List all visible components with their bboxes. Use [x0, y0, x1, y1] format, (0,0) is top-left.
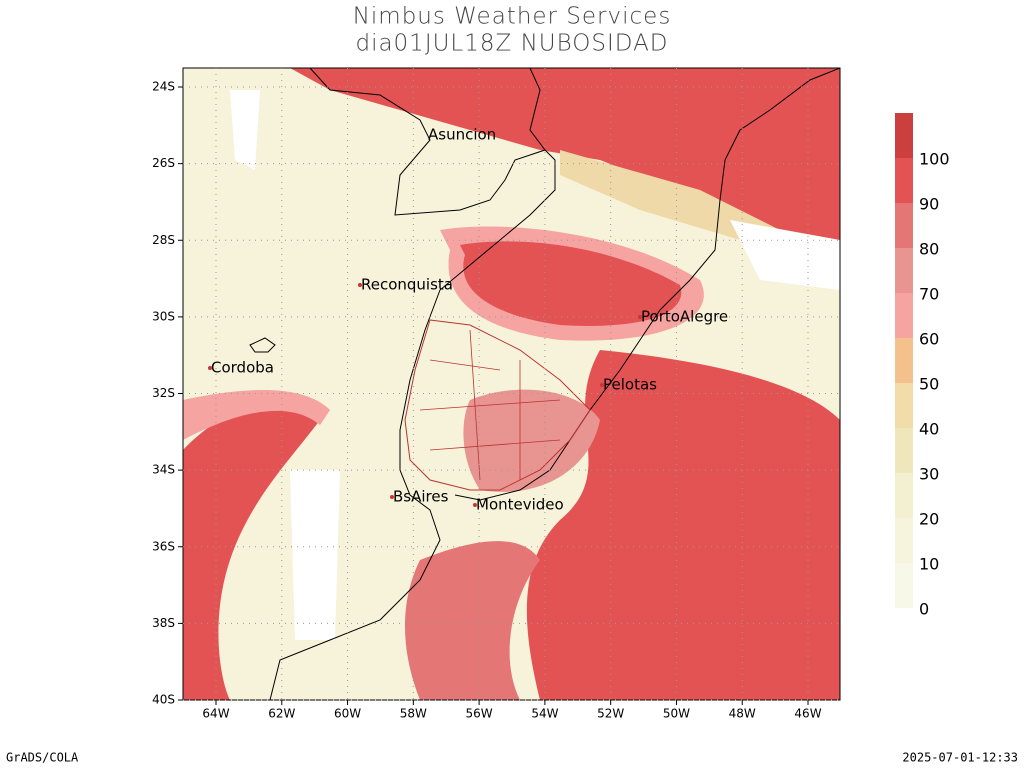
colorbar-label: 70 — [919, 285, 939, 304]
city-label: PortoAlegre — [641, 308, 728, 326]
lon-tick-label: 46W — [794, 707, 821, 721]
lon-tick-label: 56W — [466, 707, 493, 721]
city-label: BsAires — [393, 488, 449, 506]
colorbar-swatch — [895, 338, 913, 383]
lat-tick-label: 32S — [152, 386, 175, 400]
city-label: Pelotas — [603, 376, 657, 394]
city-marker — [390, 495, 394, 499]
colorbar-label: 80 — [919, 240, 939, 259]
colorbar-label: 90 — [919, 195, 939, 214]
colorbar-swatch — [895, 203, 913, 248]
city-label: Cordoba — [211, 359, 274, 377]
city-label: Reconquista — [361, 276, 453, 294]
lat-tick-label: 24S — [152, 80, 175, 94]
colorbar-swatch — [895, 383, 913, 428]
colorbar-label: 30 — [919, 465, 939, 484]
map-frame — [182, 67, 841, 701]
lon-tick-label: 52W — [597, 707, 624, 721]
colorbar-label: 50 — [919, 375, 939, 394]
lon-tick-label: 58W — [400, 707, 427, 721]
lon-tick-label: 62W — [268, 707, 295, 721]
lon-tick-label: 50W — [663, 707, 690, 721]
colorbar-swatch — [895, 563, 913, 608]
colorbar-swatch — [895, 518, 913, 563]
lat-tick-label: 28S — [152, 233, 175, 247]
colorbar-label: 20 — [919, 510, 939, 529]
title: Nimbus Weather Services — [353, 4, 672, 30]
lon-tick-label: 48W — [729, 707, 756, 721]
colorbar-swatch — [895, 158, 913, 203]
colorbar-swatch — [895, 428, 913, 473]
map-field — [183, 68, 840, 700]
colorbar-label: 10 — [919, 555, 939, 574]
city-marker — [600, 383, 604, 387]
lon-tick-label: 64W — [202, 707, 229, 721]
colorbar-label: 40 — [919, 420, 939, 439]
city-marker — [358, 283, 362, 287]
lon-tick-label: 60W — [334, 707, 361, 721]
colorbar-label: 60 — [919, 330, 939, 349]
subtitle: dia01JUL18Z NUBOSIDAD — [355, 31, 668, 57]
colorbar-swatch — [895, 113, 913, 158]
footer-right: 2025-07-01-12:33 — [902, 751, 1018, 765]
lat-tick-label: 38S — [152, 616, 175, 630]
lat-tick-label: 36S — [152, 539, 175, 553]
city-marker — [208, 366, 212, 370]
colorbar-label: 0 — [919, 600, 929, 619]
colorbar-swatch — [895, 473, 913, 518]
lat-tick-label: 30S — [152, 309, 175, 323]
lat-tick-label: 40S — [152, 693, 175, 707]
footer-left: GrADS/COLA — [6, 751, 79, 765]
colorbar-swatch — [895, 248, 913, 293]
city-label: Montevideo — [476, 496, 564, 514]
city-marker — [638, 315, 642, 319]
city-label: Asuncion — [428, 126, 496, 144]
lat-tick-label: 26S — [152, 156, 175, 170]
city-marker — [473, 503, 477, 507]
colorbar-label: 100 — [919, 150, 950, 169]
lat-tick-label: 34S — [152, 463, 175, 477]
colorbar-swatch — [895, 293, 913, 338]
lon-tick-label: 54W — [531, 707, 558, 721]
